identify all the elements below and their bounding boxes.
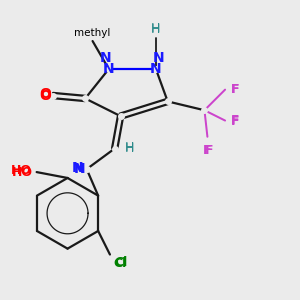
Text: F: F bbox=[230, 82, 239, 95]
Text: HO: HO bbox=[12, 166, 33, 178]
Text: N: N bbox=[72, 161, 84, 175]
Text: H: H bbox=[151, 23, 160, 36]
Text: N: N bbox=[153, 51, 165, 64]
Text: H: H bbox=[125, 141, 134, 154]
Text: F: F bbox=[205, 144, 213, 157]
Text: F: F bbox=[231, 83, 239, 96]
Text: H: H bbox=[151, 22, 160, 35]
Text: N: N bbox=[150, 62, 162, 76]
Text: F: F bbox=[230, 115, 239, 128]
Text: Cl: Cl bbox=[113, 257, 127, 271]
Text: N: N bbox=[103, 62, 115, 76]
Text: methyl: methyl bbox=[74, 28, 111, 38]
Text: N: N bbox=[100, 51, 112, 64]
Text: HO: HO bbox=[11, 164, 32, 177]
Text: O: O bbox=[40, 88, 51, 103]
Text: N: N bbox=[74, 162, 85, 176]
Text: O: O bbox=[40, 87, 51, 101]
Text: Cl: Cl bbox=[114, 256, 128, 269]
Text: H: H bbox=[125, 142, 134, 155]
Text: F: F bbox=[203, 144, 212, 157]
Text: F: F bbox=[231, 114, 239, 127]
